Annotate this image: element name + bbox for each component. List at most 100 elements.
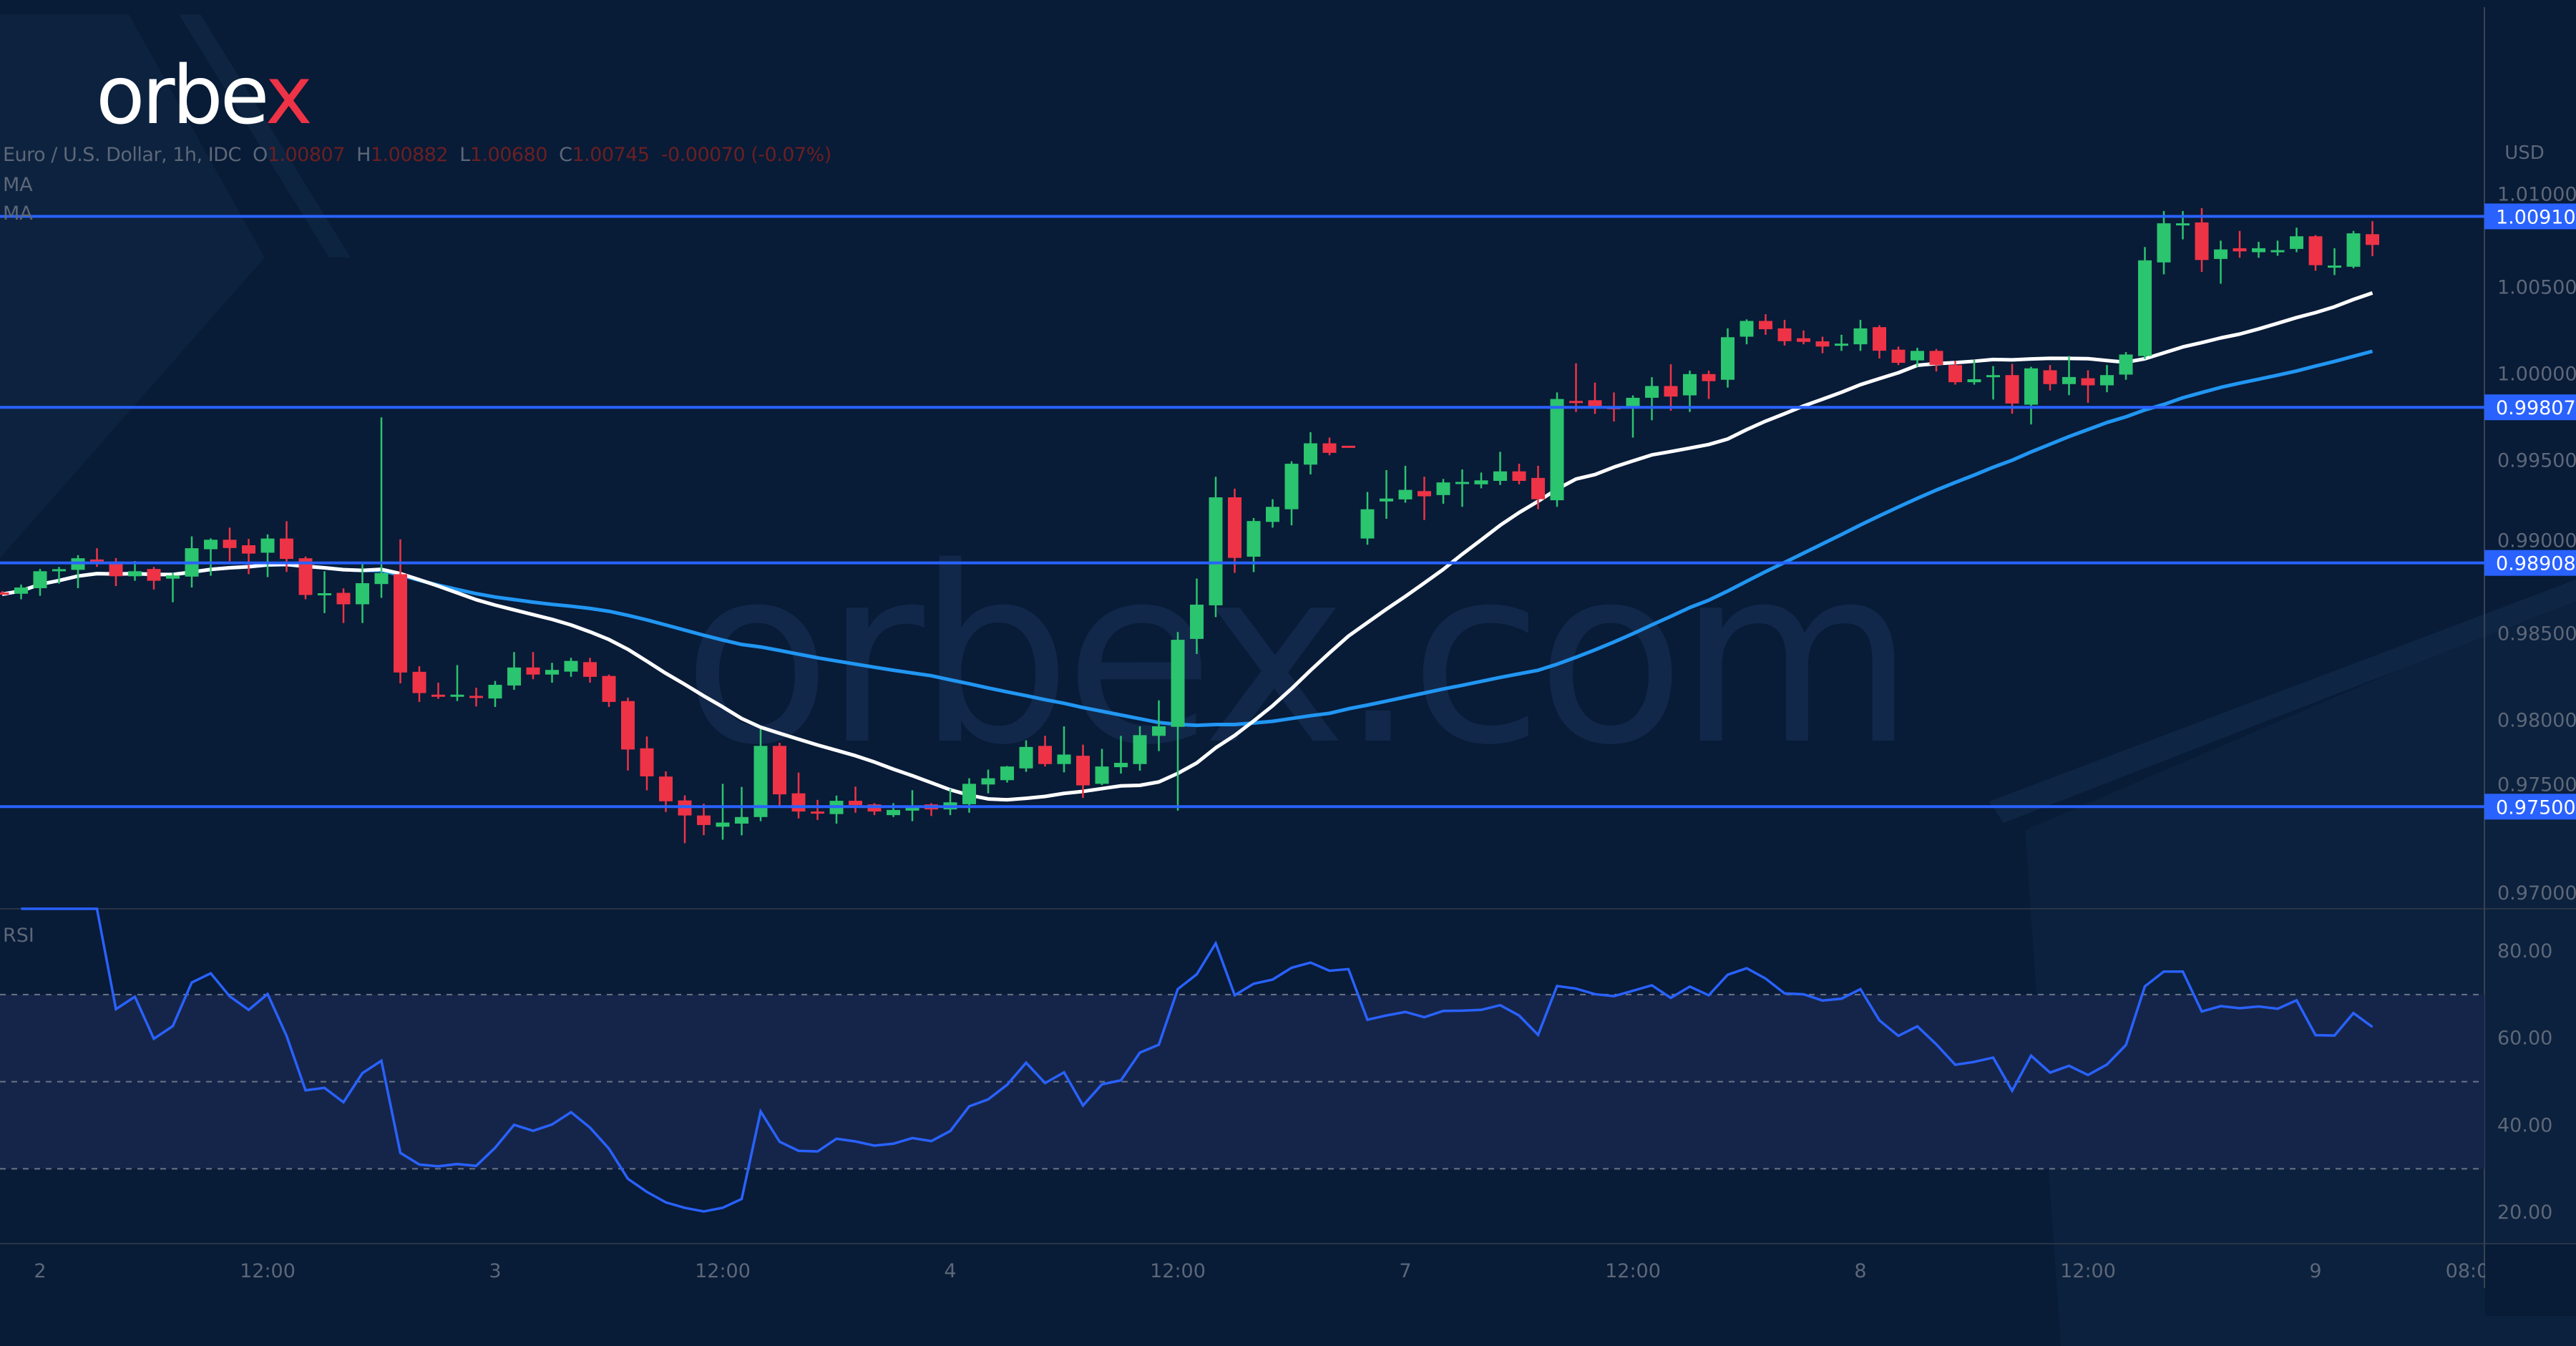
candle — [2119, 352, 2133, 380]
candle — [450, 665, 464, 701]
ma-slow-label[interactable]: MA — [3, 203, 33, 225]
time-tick-label: 9 — [2309, 1260, 2321, 1282]
level-price-label: 0.97500 — [2496, 796, 2576, 819]
rsi-label[interactable]: RSI — [3, 925, 34, 947]
price-tick-label: 0.98500 — [2497, 623, 2576, 645]
candle — [14, 584, 28, 600]
candle-body — [1000, 766, 1014, 781]
candle-body — [621, 701, 635, 750]
candle-body — [260, 538, 275, 553]
candle-body — [1284, 464, 1299, 509]
level-price-badge — [2484, 203, 2576, 230]
candle — [1209, 477, 1223, 618]
candle-body — [2233, 248, 2247, 252]
candle-body — [507, 667, 521, 686]
candle — [242, 539, 255, 575]
time-tick-label: 8 — [1854, 1260, 1866, 1282]
candle-body — [1019, 746, 1033, 769]
candle — [1664, 364, 1678, 411]
candle — [526, 652, 540, 680]
candle-body — [1759, 321, 1772, 330]
candle-body — [242, 545, 255, 554]
candle — [1418, 477, 1431, 520]
price-tick-label: 0.97500 — [2497, 774, 2576, 796]
candle-body — [1948, 365, 1962, 383]
candle — [1512, 464, 1526, 484]
candle-body — [1114, 763, 1128, 768]
candle-body — [1398, 489, 1413, 499]
candle — [52, 567, 66, 584]
candle-body — [849, 801, 862, 806]
candle-body — [2005, 375, 2019, 404]
candle-body — [811, 811, 824, 814]
time-tick-label: 12:00 — [1150, 1260, 1206, 1282]
candle-body — [1777, 328, 1792, 341]
candle-body — [147, 569, 161, 581]
price-tick-label: 1.00500 — [2497, 277, 2576, 299]
candle — [1038, 736, 1052, 767]
candle-body — [1645, 386, 1659, 398]
candle-body — [962, 784, 976, 804]
level-price-badge — [2484, 794, 2576, 820]
candle-body — [2195, 222, 2209, 260]
candle-body — [1929, 351, 1943, 365]
candle-body — [128, 571, 142, 577]
time-tick-label: 12:00 — [1605, 1260, 1661, 1282]
candle-body — [1095, 766, 1109, 784]
level-price-badge — [2484, 550, 2576, 576]
candle — [1873, 325, 1886, 359]
candle-body — [545, 670, 559, 675]
candle — [1228, 488, 1241, 573]
candle — [1322, 437, 1337, 456]
time-tick-label: 12:00 — [240, 1260, 296, 1282]
time-tick-label: 08:0 — [2446, 1260, 2489, 1282]
candle — [1284, 461, 1299, 526]
candles — [0, 208, 2379, 844]
currency-label: USD — [2504, 142, 2545, 164]
candle — [1436, 479, 1450, 504]
candle-body — [2176, 223, 2190, 226]
symbol-name[interactable]: Euro / U.S. Dollar, 1h, IDC — [3, 144, 241, 166]
rsi-tick-label: 60.00 — [2497, 1028, 2552, 1050]
candle-body — [52, 569, 66, 572]
candle — [2366, 221, 2379, 257]
candle-body — [109, 561, 123, 577]
candle-body — [1038, 746, 1052, 764]
logo-accent: x — [265, 49, 313, 142]
candle — [2346, 230, 2361, 268]
candle — [33, 569, 47, 596]
rsi-tick-label: 20.00 — [2497, 1201, 2552, 1224]
candle-body — [981, 778, 995, 785]
candle — [1398, 465, 1413, 503]
candle-body — [1152, 726, 1166, 736]
candle — [1853, 320, 1868, 351]
rsi-tick-label: 80.00 — [2497, 940, 2552, 962]
candle — [1000, 766, 1014, 783]
candle-body — [1342, 445, 1355, 448]
candle-body — [2290, 236, 2303, 249]
candle-body — [2062, 376, 2076, 384]
candle — [1133, 726, 1147, 771]
change-value: -0.00070 (-0.07%) — [660, 144, 832, 166]
candle-body — [204, 540, 218, 550]
candle — [2100, 365, 2114, 393]
candle-body — [431, 694, 445, 697]
candle — [849, 786, 862, 813]
candle-body — [412, 671, 426, 693]
time-axis-corner — [2485, 1244, 2576, 1316]
candle-body — [1266, 507, 1279, 522]
candle-body — [1190, 604, 1204, 639]
candle — [2157, 210, 2171, 275]
candle — [2195, 208, 2209, 273]
candle — [1835, 334, 1848, 351]
candle — [981, 769, 995, 794]
candle — [223, 527, 237, 562]
candle-body — [2119, 354, 2133, 375]
ma-fast-label[interactable]: MA — [3, 174, 33, 196]
candle-body — [1797, 338, 1810, 342]
candle-body — [1246, 521, 1261, 557]
time-tick-label: 12:00 — [2060, 1260, 2116, 1282]
candle-body — [1721, 337, 1735, 380]
candle-body — [659, 776, 673, 801]
